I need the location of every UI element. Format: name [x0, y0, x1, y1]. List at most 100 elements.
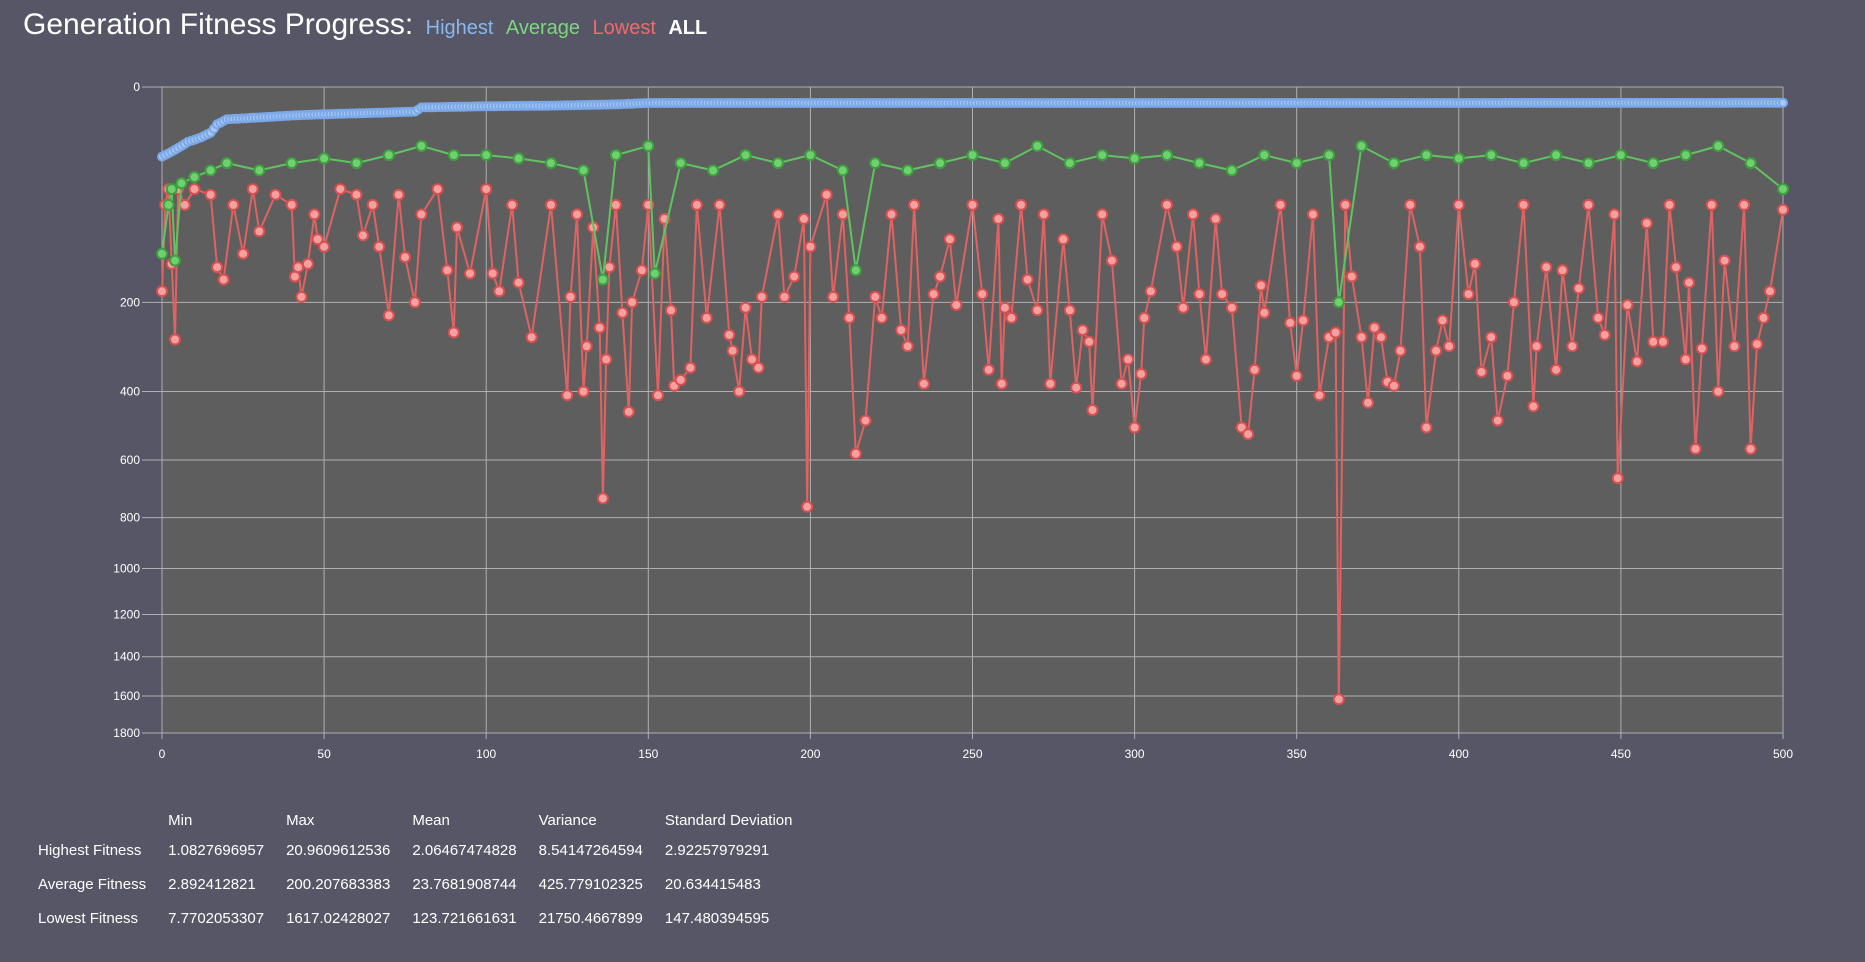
stats-col-std: Standard Deviation: [664, 812, 793, 829]
stats-row-label: Average Fitness: [38, 876, 147, 893]
data-point-average: [1388, 157, 1400, 170]
x-tick-label: 500: [1773, 747, 1793, 761]
data-point-average: [1332, 296, 1345, 309]
data-point-lowest: [684, 361, 697, 374]
data-point-lowest: [295, 290, 308, 303]
data-point-lowest: [801, 500, 814, 513]
data-point-lowest: [382, 309, 395, 322]
x-axis: 0 50 100 150 200 250 300 350 400 450 500: [159, 747, 1794, 761]
data-point-lowest: [1757, 311, 1770, 324]
data-point-average: [772, 157, 784, 170]
data-point-lowest: [966, 198, 979, 211]
data-point-lowest: [1485, 331, 1498, 344]
data-point-lowest: [1712, 385, 1725, 398]
filter-all-link[interactable]: ALL: [668, 17, 708, 39]
data-point-lowest: [227, 198, 240, 211]
data-point-lowest: [1738, 198, 1751, 211]
data-point-lowest: [1199, 353, 1212, 366]
data-point-average: [1063, 157, 1076, 170]
page-title: Generation Fitness Progress:: [23, 8, 414, 41]
data-point-average: [1258, 149, 1271, 162]
data-point-lowest: [1070, 381, 1083, 394]
data-point-lowest: [1144, 285, 1157, 298]
data-point-average: [175, 177, 188, 190]
data-point-lowest: [1005, 311, 1018, 324]
data-point-lowest: [1443, 340, 1456, 353]
data-point-average: [674, 157, 687, 170]
stats-cell-variance: 425.779102325: [538, 876, 643, 893]
data-point-lowest: [700, 311, 713, 324]
series-average: [156, 140, 1789, 309]
data-point-lowest: [1683, 276, 1695, 289]
data-point-lowest: [1138, 311, 1151, 324]
data-point-lowest: [797, 212, 810, 225]
data-point-average: [447, 149, 460, 162]
data-point-lowest: [603, 261, 616, 274]
data-point-average: [1323, 149, 1336, 162]
y-tick-label: 600: [120, 453, 140, 467]
data-point-lowest: [408, 296, 421, 309]
data-point-lowest: [431, 183, 444, 196]
data-point-lowest: [1436, 314, 1449, 327]
data-point-lowest: [665, 304, 677, 317]
data-point-average: [1031, 140, 1044, 152]
data-point-lowest: [723, 328, 736, 341]
data-point-lowest: [1728, 340, 1741, 353]
x-tick-label: 450: [1611, 747, 1631, 761]
data-point-lowest: [1216, 288, 1229, 301]
data-point-lowest: [204, 188, 217, 201]
data-point-lowest: [1718, 254, 1731, 267]
data-point-lowest: [1689, 442, 1702, 455]
data-point-lowest: [1517, 198, 1530, 211]
stats-cell-max: 1617.02428027: [286, 910, 391, 927]
stats-cell-max: 20.9609612536: [286, 842, 391, 859]
data-point-lowest: [849, 447, 862, 460]
data-point-lowest: [1452, 198, 1465, 211]
data-point-lowest: [752, 361, 765, 374]
data-point-lowest: [739, 301, 752, 314]
filter-highest-link[interactable]: Highest: [425, 17, 494, 39]
data-point-average: [1744, 157, 1757, 170]
stats-cell-std: 2.92257979291: [664, 842, 770, 859]
data-point-lowest: [1744, 442, 1757, 455]
data-point-lowest: [1572, 282, 1585, 295]
stats-row-label: Highest Fitness: [38, 842, 142, 859]
data-point-lowest: [1274, 198, 1287, 211]
data-point-lowest: [350, 188, 363, 201]
data-point-lowest: [843, 311, 856, 324]
filter-lowest-link[interactable]: Lowest: [592, 17, 656, 39]
data-point-lowest: [211, 261, 224, 274]
data-point-average: [739, 149, 752, 162]
filter-average-link[interactable]: Average: [505, 17, 581, 39]
data-point-lowest: [1177, 301, 1190, 314]
data-point-lowest: [512, 276, 525, 289]
data-point-lowest: [1135, 367, 1148, 380]
data-point-lowest: [311, 233, 324, 246]
data-point-lowest: [950, 299, 963, 311]
data-point-lowest: [1076, 324, 1089, 337]
stats-cell-min: 1.0827696957: [168, 842, 265, 859]
data-point-lowest: [652, 389, 664, 402]
y-tick-label: 400: [120, 385, 140, 399]
data-point-lowest: [827, 290, 840, 303]
data-point-average: [382, 149, 395, 162]
data-point-lowest: [1375, 331, 1387, 344]
data-point-lowest: [1647, 335, 1660, 348]
data-point-lowest: [169, 333, 181, 346]
data-point-lowest: [1161, 198, 1173, 211]
data-point-lowest: [525, 331, 538, 344]
fitness-chart: 0 200 400 600 800 1000 1200 1400 1600 1800 0 50 100…: [113, 80, 1794, 761]
data-point-lowest: [1290, 369, 1303, 382]
data-point-lowest: [1394, 344, 1407, 357]
data-point-lowest: [1345, 270, 1358, 283]
data-point-lowest: [1670, 261, 1682, 274]
stats-col-label: [28, 812, 158, 842]
data-point-lowest: [1640, 217, 1653, 230]
data-point-average: [169, 254, 181, 267]
data-point-lowest: [1621, 299, 1634, 311]
data-point-lowest: [788, 270, 801, 283]
data-point-lowest: [357, 229, 369, 242]
data-point-lowest: [1037, 208, 1050, 221]
data-point-lowest: [1764, 285, 1776, 298]
data-point-lowest: [447, 326, 460, 339]
